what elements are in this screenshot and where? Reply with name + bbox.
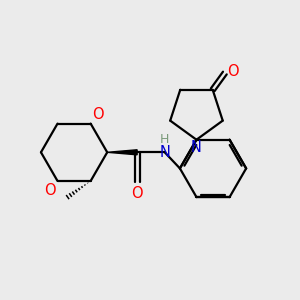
Text: O: O [131, 186, 143, 201]
Polygon shape [107, 150, 137, 155]
Text: O: O [92, 107, 104, 122]
Text: N: N [159, 145, 170, 160]
Text: O: O [228, 64, 239, 79]
Text: H: H [160, 133, 169, 146]
Text: O: O [44, 183, 56, 198]
Text: N: N [191, 140, 202, 155]
